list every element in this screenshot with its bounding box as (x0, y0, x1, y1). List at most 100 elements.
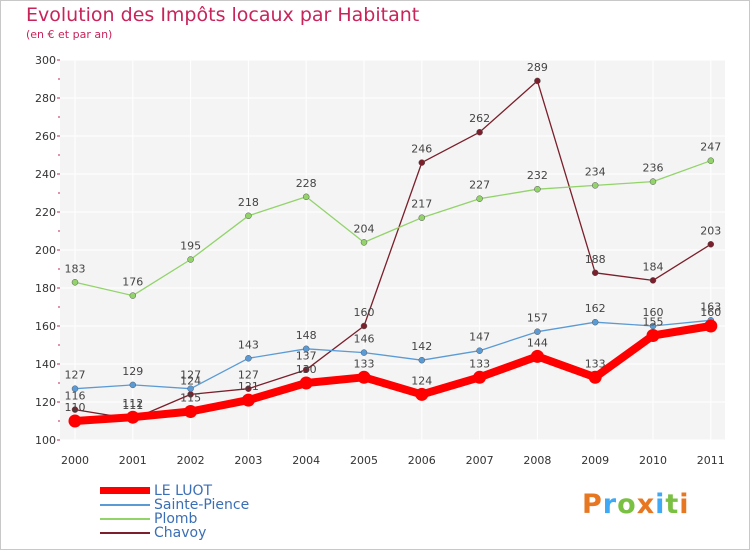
point-sainte-pience-2003 (245, 355, 252, 362)
data-label-plomb-2002: 195 (180, 240, 201, 253)
data-label-sainte-pience-2002: 127 (180, 369, 201, 382)
data-label-le-luot-2004: 130 (296, 363, 317, 376)
legend-label-chavoy: Chavoy (154, 525, 207, 541)
x-tick-label-2011: 2011 (697, 454, 725, 467)
data-label-sainte-pience-2010: 160 (643, 306, 664, 319)
series-line-le-luot (74, 322, 712, 425)
y-tick-label-200: 200 (35, 244, 56, 257)
point-sainte-pience-2000 (71, 385, 79, 392)
x-tick-label-2009: 2009 (581, 454, 609, 467)
x-tick-label-2001: 2001 (119, 454, 147, 467)
legend-swatch-sainte-pience (100, 504, 150, 506)
point-plomb-2011 (707, 157, 715, 164)
data-label-chavoy-2000: 116 (65, 390, 86, 403)
x-tick-label-2007: 2007 (466, 454, 494, 467)
y-tick-label-220: 220 (35, 206, 56, 219)
point-sainte-pience-2005 (360, 349, 368, 356)
data-label-plomb-2004: 228 (296, 177, 317, 190)
point-sainte-pience-2008 (534, 328, 541, 335)
data-label-sainte-pience-2009: 162 (585, 302, 606, 315)
series-line-sainte-pience (74, 319, 711, 390)
x-tick-label-2002: 2002 (177, 454, 205, 467)
y-tick-label-180: 180 (35, 282, 56, 295)
logo-letter: P (582, 489, 603, 520)
data-label-le-luot-2005: 133 (354, 357, 375, 370)
data-label-le-luot-2000: 110 (65, 401, 86, 414)
point-chavoy-2007 (476, 128, 483, 136)
logo-letter: i (655, 489, 666, 520)
point-sainte-pience-2001 (129, 381, 137, 389)
y-tick-label-260: 260 (35, 130, 56, 143)
point-plomb-2002 (187, 256, 194, 263)
data-label-le-luot-2008: 144 (527, 336, 548, 349)
data-label-chavoy-2005: 160 (354, 306, 375, 319)
point-chavoy-2004 (302, 366, 310, 373)
data-label-chavoy-2004: 137 (296, 350, 317, 363)
x-tick-label-2010: 2010 (639, 454, 667, 467)
point-plomb-2000 (71, 279, 79, 286)
data-label-le-luot-2001: 112 (122, 397, 143, 410)
point-le-luot-2000 (68, 414, 82, 428)
x-tick-label-2005: 2005 (350, 454, 378, 467)
data-label-sainte-pience-2004: 148 (296, 329, 317, 342)
point-chavoy-2006 (418, 159, 426, 166)
point-chavoy-2003 (245, 385, 252, 392)
point-chavoy-2010 (649, 277, 657, 284)
point-le-luot-2002 (184, 405, 198, 418)
x-tick-label-2000: 2000 (61, 454, 89, 467)
y-tick-label-100: 100 (35, 434, 56, 447)
chart-title: Evolution des Impôts locaux par Habitant (26, 4, 420, 26)
series-line-plomb (74, 160, 712, 297)
data-label-chavoy-2001: 111 (122, 399, 143, 412)
series-line-chavoy (74, 80, 712, 420)
data-label-plomb-2001: 176 (122, 276, 143, 289)
data-label-chavoy-2010: 184 (643, 260, 664, 273)
point-le-luot-2001 (126, 410, 140, 424)
point-plomb-2005 (360, 239, 368, 246)
point-plomb-2010 (649, 178, 657, 185)
data-label-sainte-pience-2001: 129 (122, 365, 143, 378)
point-sainte-pience-2006 (418, 356, 426, 364)
logo-letter: t (665, 489, 680, 520)
data-label-sainte-pience-2000: 127 (65, 369, 86, 382)
data-label-plomb-2007: 227 (469, 179, 490, 192)
data-label-sainte-pience-2006: 142 (411, 340, 432, 353)
x-tick-label-2006: 2006 (408, 454, 436, 467)
data-label-le-luot-2010: 155 (643, 316, 664, 329)
data-label-plomb-2011: 247 (700, 141, 721, 154)
y-tick-label-280: 280 (35, 92, 56, 105)
data-label-chavoy-2008: 289 (527, 61, 548, 74)
legend-label-le-luot: LE LUOT (154, 483, 213, 499)
point-chavoy-2011 (707, 241, 715, 248)
y-tick-label-160: 160 (35, 320, 56, 333)
point-plomb-2009 (591, 182, 599, 189)
logo-letter: i (679, 489, 690, 520)
data-label-plomb-2009: 234 (585, 165, 606, 178)
data-label-plomb-2005: 204 (354, 222, 375, 235)
point-le-luot-2010 (646, 329, 660, 342)
point-chavoy-2000 (71, 406, 79, 413)
data-label-sainte-pience-2007: 147 (469, 331, 490, 344)
point-plomb-2006 (418, 214, 426, 221)
point-plomb-2004 (302, 193, 310, 201)
data-label-sainte-pience-2008: 157 (527, 312, 548, 325)
point-le-luot-2003 (241, 393, 255, 407)
x-tick-label-2003: 2003 (234, 454, 262, 467)
data-label-chavoy-2011: 203 (700, 224, 721, 237)
data-label-le-luot-2009: 133 (585, 357, 606, 370)
data-label-plomb-2003: 218 (238, 196, 259, 209)
data-label-chavoy-2007: 262 (469, 112, 490, 125)
data-label-sainte-pience-2011: 163 (700, 300, 721, 313)
data-label-plomb-2000: 183 (65, 262, 86, 275)
y-tick-label-300: 300 (35, 54, 56, 67)
legend-label-plomb: Plomb (154, 511, 198, 527)
point-plomb-2007 (476, 195, 483, 202)
y-tick-label-240: 240 (35, 168, 56, 181)
data-label-sainte-pience-2003: 143 (238, 338, 259, 351)
logo-letter: x (636, 489, 656, 520)
point-chavoy-2008 (534, 77, 541, 85)
data-label-le-luot-2002: 115 (180, 392, 201, 405)
point-le-luot-2009 (588, 370, 602, 384)
data-label-chavoy-2002: 124 (180, 374, 201, 387)
